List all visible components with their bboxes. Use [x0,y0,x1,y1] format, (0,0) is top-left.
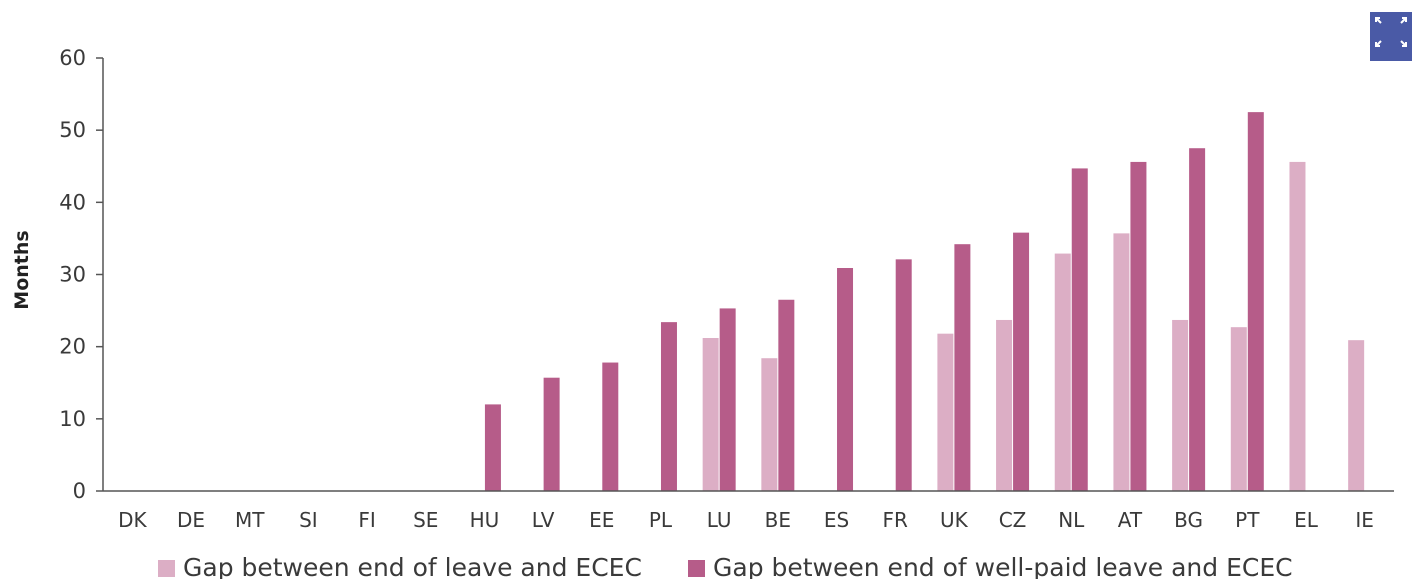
x-tick-label: UK [940,508,969,532]
bar-well-paid-leave-gap-be [778,299,795,491]
x-tick-label: LV [532,508,555,532]
y-tick-label: 10 [59,407,86,431]
bar-leave-gap-ie [1348,340,1365,491]
y-axis-title: Months [11,230,33,309]
bar-well-paid-leave-gap-pt [1247,112,1264,491]
y-tick-label: 40 [59,190,86,214]
y-tick-label: 50 [59,118,86,142]
bar-well-paid-leave-gap-lv [543,377,560,491]
y-axis-ticks: 0 10 20 30 40 50 60 [59,46,103,503]
bar-well-paid-leave-gap-ee [602,362,619,491]
bar-leave-gap-bg [1172,319,1189,491]
bar-well-paid-leave-gap-cz [1013,232,1030,492]
bars-group [484,112,1365,492]
legend-label: Gap between end of leave and ECEC [183,553,642,579]
x-tick-label: IE [1355,508,1374,532]
x-tick-label: CZ [999,508,1027,532]
x-tick-label: PL [649,508,673,532]
expand-button[interactable] [1370,12,1412,61]
x-tick-label: EL [1294,508,1319,532]
bar-well-paid-leave-gap-fr [895,259,912,491]
x-tick-label: SE [413,508,438,532]
x-tick-label: SI [299,508,318,532]
x-tick-label: FI [358,508,375,532]
bar-leave-gap-el [1289,161,1306,492]
bar-leave-gap-be [761,358,778,491]
bar-leave-gap-nl [1054,253,1071,491]
bar-well-paid-leave-gap-es [837,268,854,491]
bar-well-paid-leave-gap-nl [1071,168,1088,492]
y-tick-label: 60 [59,46,86,70]
bar-leave-gap-uk [937,333,954,491]
x-tick-label: BG [1174,508,1203,532]
expand-icon [1375,17,1407,47]
bar-well-paid-leave-gap-pl [660,322,677,491]
y-tick-label: 20 [59,335,86,359]
x-axis-labels: DK DE MT SI FI SE HU LV EE PL LU BE ES FR UK CZ NL AT BG PT… [118,508,1374,532]
bar-well-paid-leave-gap-at [1130,161,1147,492]
x-tick-label: MT [235,508,265,532]
x-tick-label: ES [824,508,849,532]
x-tick-label: DK [118,508,147,532]
x-tick-label: PT [1235,508,1260,532]
bar-leave-gap-lu [702,338,719,491]
axes-group [102,58,1394,492]
legend-swatch [158,560,175,577]
x-tick-label: FR [883,508,909,532]
bar-leave-gap-cz [996,319,1013,491]
legend-label: Gap between end of well-paid leave and E… [713,553,1293,579]
bar-leave-gap-at [1113,233,1130,492]
y-tick-label: 30 [59,263,86,287]
x-tick-label: LU [707,508,732,532]
x-tick-label: NL [1058,508,1085,532]
legend: Gap between end of leave and ECEC Gap bet… [158,553,1293,579]
legend-swatch [688,560,705,577]
x-tick-label: EE [589,508,614,532]
bar-leave-gap-pt [1230,327,1247,491]
bar-well-paid-leave-gap-lu [719,308,736,491]
x-tick-label: DE [177,508,205,532]
x-tick-label: HU [470,508,500,532]
x-tick-label: AT [1118,508,1143,532]
bar-well-paid-leave-gap-uk [954,244,971,491]
bar-well-paid-leave-gap-bg [1189,148,1206,492]
bar-well-paid-leave-gap-hu [484,404,501,491]
y-axis-title-group: Months [11,230,33,309]
y-tick-label: 0 [73,479,86,503]
x-tick-label: BE [765,508,791,532]
